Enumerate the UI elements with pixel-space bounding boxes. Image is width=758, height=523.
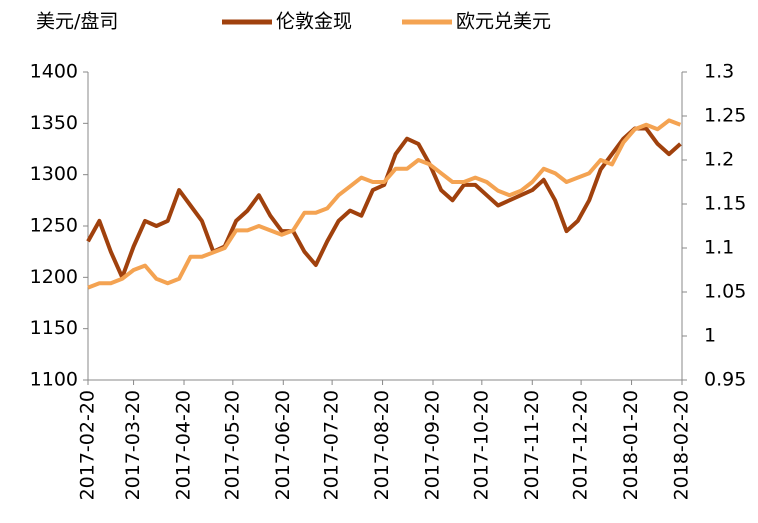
y-tick-label: 1200 (30, 266, 78, 288)
x-tick-label: 2017-11-20 (521, 390, 543, 500)
y2-tick-label: 0.95 (704, 369, 746, 391)
y-tick-label: 1100 (30, 369, 78, 391)
x-tick-label: 2017-08-20 (371, 390, 393, 500)
y2-tick-label: 1.15 (704, 193, 746, 215)
y-tick-label: 1400 (30, 61, 78, 83)
y-axis-label: 美元/盘司 (36, 11, 118, 33)
x-tick-label: 2017-10-20 (470, 390, 492, 500)
x-tick-label: 2018-02-20 (671, 390, 693, 500)
x-tick-label: 2017-05-20 (221, 390, 243, 500)
y-tick-label: 1150 (30, 317, 78, 339)
y2-tick-label: 1.1 (704, 237, 734, 259)
x-tick-label: 2017-03-20 (122, 390, 144, 500)
y-tick-label: 1250 (30, 215, 78, 237)
x-tick-label: 2017-09-20 (422, 390, 444, 500)
y-tick-label: 1350 (30, 112, 78, 134)
legend-label: 伦敦金现 (276, 11, 352, 33)
x-tick-label: 2017-06-20 (272, 390, 294, 500)
series-line (86, 126, 682, 280)
series-line (87, 118, 682, 290)
x-tick-label: 2017-07-20 (321, 390, 343, 500)
y2-tick-label: 1.2 (704, 149, 734, 171)
y-tick-label: 1300 (30, 163, 78, 185)
y2-tick-label: 1.3 (704, 61, 734, 83)
y2-tick-label: 1 (704, 325, 716, 347)
x-tick-label: 2017-02-20 (77, 390, 99, 500)
x-tick-label: 2017-12-20 (570, 390, 592, 500)
legend-label: 欧元兑美元 (456, 11, 551, 33)
x-tick-label: 2017-04-20 (173, 390, 195, 500)
y2-tick-label: 1.25 (704, 105, 746, 127)
x-tick-label: 2018-01-20 (620, 390, 642, 500)
y2-tick-label: 1.05 (704, 281, 746, 303)
